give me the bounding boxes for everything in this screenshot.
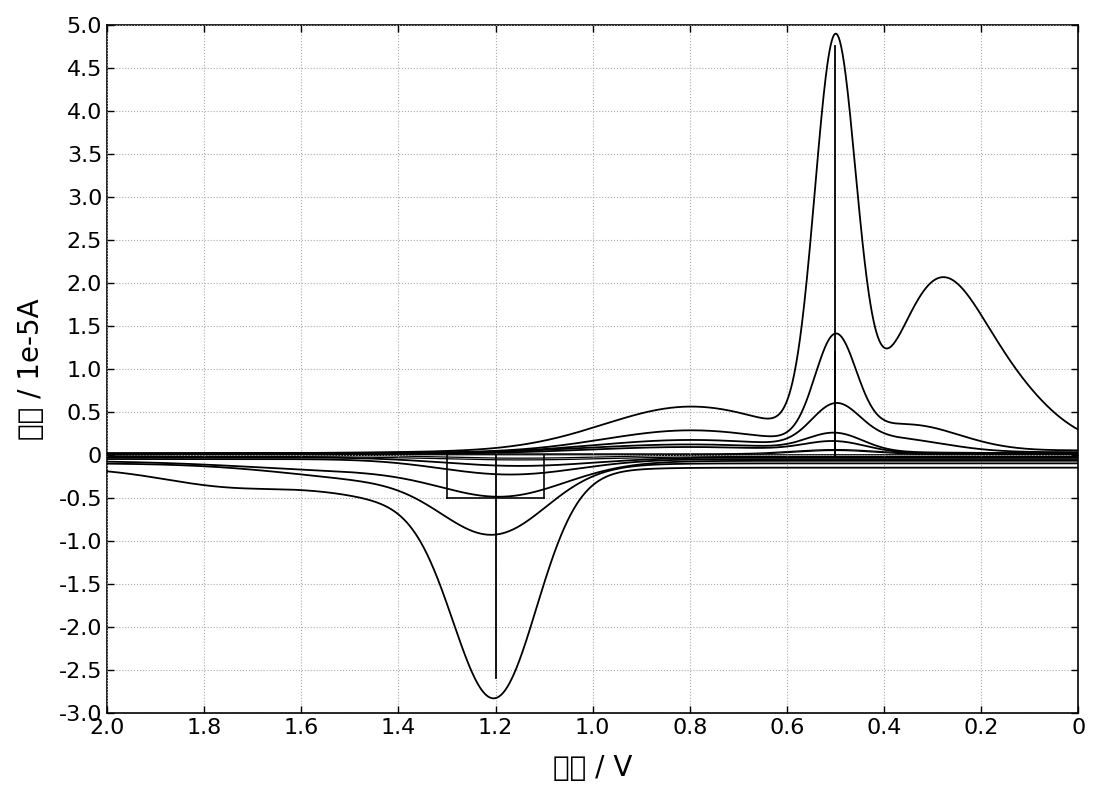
X-axis label: 电位 / V: 电位 / V bbox=[553, 754, 633, 782]
Y-axis label: 电流 / 1e-5A: 电流 / 1e-5A bbox=[17, 298, 45, 439]
